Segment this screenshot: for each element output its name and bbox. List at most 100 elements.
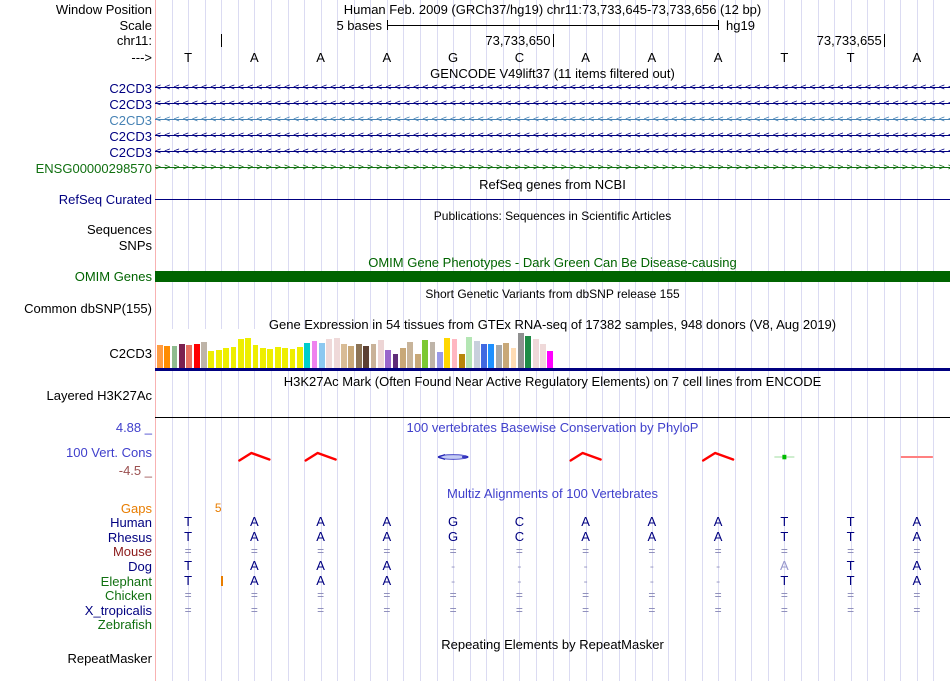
multiz-cell: A xyxy=(647,514,657,529)
refseq-curated-label[interactable]: RefSeq Curated xyxy=(58,192,152,207)
grid-guideline xyxy=(618,0,620,681)
grid-guideline xyxy=(569,0,571,681)
gtex-tissue-bar xyxy=(304,343,311,368)
gtex-tissue-bar xyxy=(503,343,510,368)
multiz-cell: = xyxy=(847,603,855,617)
multiz-cell: = xyxy=(317,588,325,602)
species-label-human[interactable]: Human xyxy=(110,515,152,530)
gtex-tissue-bar xyxy=(164,346,171,368)
gtex-tissue-bar xyxy=(289,349,296,368)
gene-label-c2cd3-5[interactable]: C2CD3 xyxy=(109,145,152,160)
gene-row[interactable]: <<<<<<<<<<<<<<<<<<<<<<<<<<<<<<<<<<<<<<<<… xyxy=(155,128,950,144)
gene-row[interactable]: <<<<<<<<<<<<<<<<<<<<<<<<<<<<<<<<<<<<<<<<… xyxy=(155,144,950,160)
ruler-coordinate: 73,733,655 xyxy=(816,33,882,48)
multiz-cell: = xyxy=(582,544,590,558)
refseq-title: RefSeq genes from NCBI xyxy=(479,177,626,192)
grid-guideline xyxy=(784,0,786,681)
h3k27ac-baseline[interactable] xyxy=(155,417,950,418)
gtex-tissue-bar xyxy=(414,354,421,368)
gene-row[interactable]: >>>>>>>>>>>>>>>>>>>>>>>>>>>>>>>>>>>>>>>>… xyxy=(155,160,950,176)
gene-row[interactable]: <<<<<<<<<<<<<<<<<<<<<<<<<<<<<<<<<<<<<<<<… xyxy=(155,112,950,128)
gtex-gene-label[interactable]: C2CD3 xyxy=(109,346,152,361)
species-label-mouse[interactable]: Mouse xyxy=(112,544,152,559)
grid-guideline xyxy=(585,0,587,681)
repeatmasker-label[interactable]: RepeatMasker xyxy=(67,651,152,666)
species-label-zebrafish[interactable]: Zebrafish xyxy=(97,617,152,632)
gtex-tissue-bar xyxy=(481,344,487,368)
gtex-tissue-bar xyxy=(341,344,347,368)
multiz-cell: = xyxy=(780,603,788,617)
gtex-tissue-bar xyxy=(252,345,259,368)
strand-direction-label: ---> xyxy=(131,50,152,65)
grid-guideline xyxy=(602,0,604,681)
omim-title: OMIM Gene Phenotypes - Dark Green Can Be… xyxy=(368,255,737,270)
gtex-baseline xyxy=(155,368,950,371)
multiz-cell: T xyxy=(184,514,193,529)
grid-guideline xyxy=(701,0,703,681)
omim-genes-bar[interactable] xyxy=(155,271,950,282)
common-dbsnp-label[interactable]: Common dbSNP(155) xyxy=(24,301,152,316)
gtex-tissue-bar xyxy=(363,346,370,368)
gene-row[interactable]: <<<<<<<<<<<<<<<<<<<<<<<<<<<<<<<<<<<<<<<<… xyxy=(155,80,950,96)
multiz-cell: A xyxy=(316,573,325,588)
layered-h3k27ac-label[interactable]: Layered H3K27Ac xyxy=(46,388,152,403)
multiz-cell: T xyxy=(780,514,789,529)
sequence-base: T xyxy=(846,50,855,65)
multiz-cell: = xyxy=(648,588,656,602)
publications-title: Publications: Sequences in Scientific Ar… xyxy=(433,209,672,223)
cons-track-label[interactable]: 100 Vert. Cons xyxy=(66,445,152,460)
sequence-base: A xyxy=(912,50,922,65)
refseq-curated-track-line[interactable] xyxy=(155,199,950,200)
multiz-cell: = xyxy=(184,544,192,558)
gtex-title: Gene Expression in 54 tissues from GTEx … xyxy=(268,317,837,332)
species-label-elephant[interactable]: Elephant xyxy=(100,574,152,589)
multiz-cell: = xyxy=(449,603,457,617)
scale-bases-label: 5 bases xyxy=(336,18,382,33)
multiz-cell: = xyxy=(515,544,523,558)
multiz-gap-count: 5 xyxy=(214,501,222,515)
multiz-cell: = xyxy=(780,588,788,602)
multiz-cell: T xyxy=(184,573,193,588)
gtex-tissue-bar xyxy=(274,347,281,368)
gtex-tissue-bar xyxy=(215,350,222,368)
conservation-glyphs xyxy=(238,451,933,462)
multiz-cell: T xyxy=(846,558,855,573)
gene-label-ensg[interactable]: ENSG00000298570 xyxy=(35,161,152,176)
gene-label-c2cd3-3[interactable]: C2CD3 xyxy=(109,113,152,128)
gene-label-c2cd3-1[interactable]: C2CD3 xyxy=(109,81,152,96)
gaps-label[interactable]: Gaps xyxy=(120,501,152,516)
gtex-tissue-bar xyxy=(444,338,451,368)
gtex-tissue-bar xyxy=(178,344,185,368)
grid-guideline xyxy=(767,0,769,681)
gtex-tissue-bar xyxy=(326,339,333,368)
species-label-chicken[interactable]: Chicken xyxy=(105,588,152,603)
gtex-tissue-bar xyxy=(407,342,414,368)
gene-row[interactable]: <<<<<<<<<<<<<<<<<<<<<<<<<<<<<<<<<<<<<<<<… xyxy=(155,96,950,112)
multiz-cell: A xyxy=(382,529,392,544)
species-label-rhesus[interactable]: Rhesus xyxy=(107,530,152,545)
multiz-cell: - xyxy=(716,559,721,573)
multiz-cell: = xyxy=(383,588,391,602)
gtex-tissue-bar xyxy=(237,339,244,368)
multiz-cell: T xyxy=(184,529,193,544)
sequence-base: C xyxy=(514,50,525,65)
gtex-tissue-bar xyxy=(451,339,458,368)
species-label-xtropicalis[interactable]: X_tropicalis xyxy=(84,603,152,618)
grid-guideline xyxy=(668,0,670,681)
sequence-base: T xyxy=(184,50,193,65)
grid-guideline xyxy=(718,0,720,681)
gene-label-c2cd3-2[interactable]: C2CD3 xyxy=(109,97,152,112)
sequence-base: A xyxy=(713,50,723,65)
grid-guideline xyxy=(800,0,802,681)
gene-label-c2cd3-4[interactable]: C2CD3 xyxy=(109,129,152,144)
multiz-cell: = xyxy=(449,588,457,602)
sequences-label[interactable]: Sequences xyxy=(86,222,152,237)
multiz-cell: = xyxy=(582,588,590,602)
species-label-dog[interactable]: Dog xyxy=(128,559,152,574)
snps-label[interactable]: SNPs xyxy=(118,238,152,253)
omim-genes-label[interactable]: OMIM Genes xyxy=(74,269,152,284)
sequence-base: A xyxy=(581,50,590,65)
multiz-cell: G xyxy=(448,529,459,544)
multiz-cell: = xyxy=(184,588,192,602)
scale-label: Scale xyxy=(119,18,152,33)
